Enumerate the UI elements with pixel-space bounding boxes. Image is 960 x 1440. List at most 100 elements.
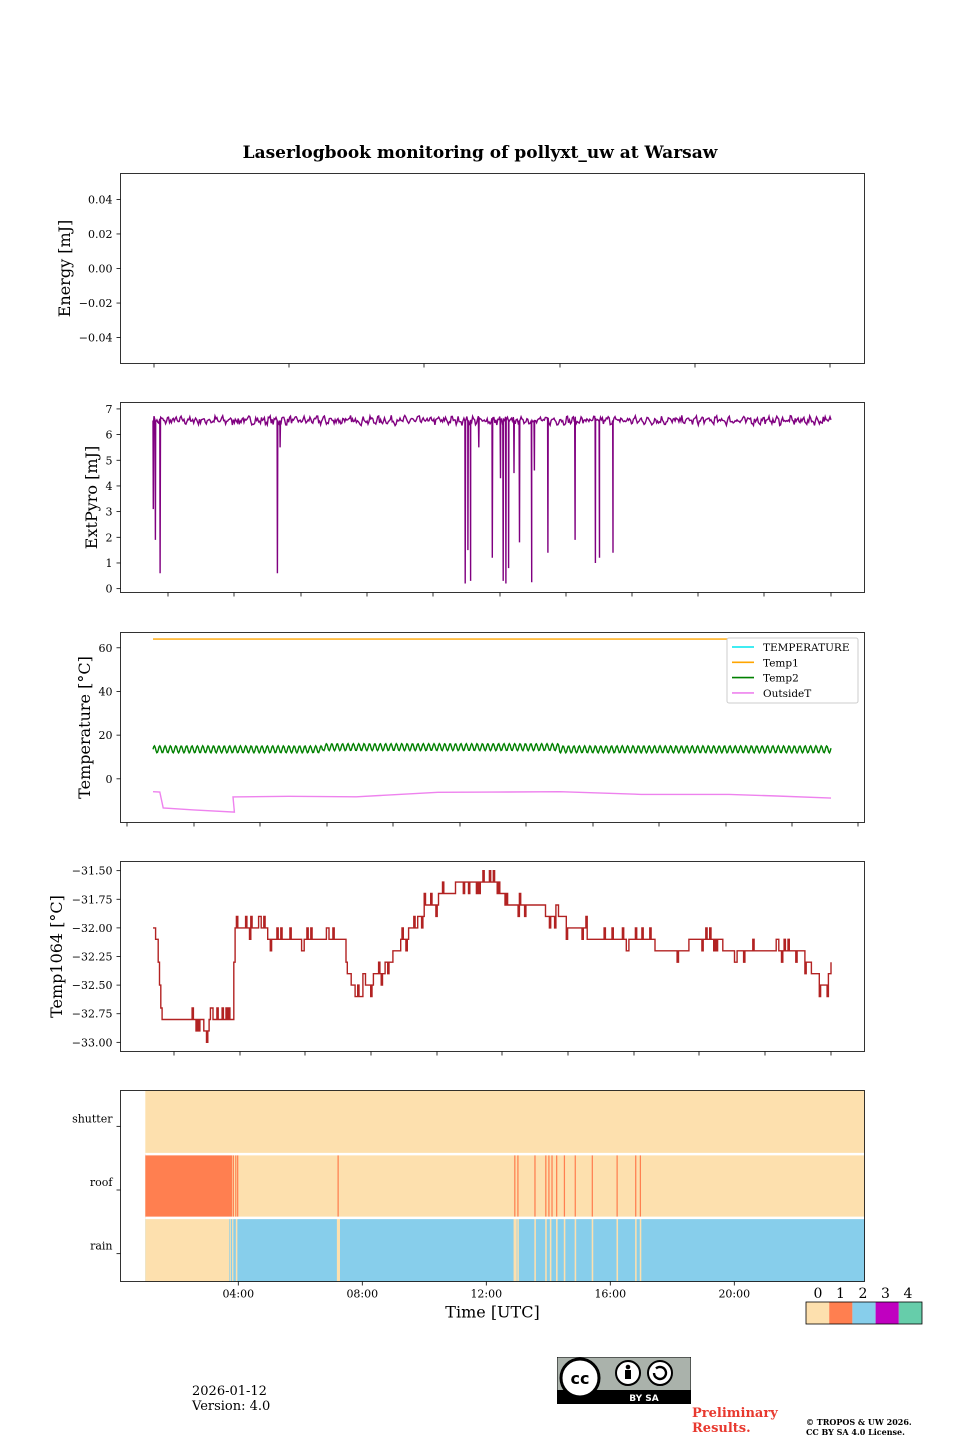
svg-text:cc: cc [571,1369,590,1388]
roof-interval [237,1154,239,1218]
rain-interval [574,1217,577,1282]
roof-interval [635,1154,637,1218]
rain-interval [556,1217,558,1282]
x-tick-label: 08:00 [346,1288,378,1301]
legend-temperature-label: TEMPERATURE [763,642,850,654]
roof-interval [545,1154,547,1218]
cc-license-badge: cc BY SA [557,1357,691,1404]
colorbar-cell-1 [829,1302,853,1324]
colorbar-label: 2 [859,1286,868,1302]
colorbar-frame [805,1301,923,1325]
rain-interval [534,1217,536,1282]
x-tick-label: 20:00 [718,1288,750,1301]
footer-date: 2026-01-12 [192,1384,267,1399]
rain-interval [235,1217,238,1282]
y-tick-label: −33.00 [72,1036,113,1049]
y-tick-label: 0 [106,773,113,786]
rain-interval [616,1217,619,1282]
colorbar-cell-2 [852,1302,876,1324]
x-tick-label: 12:00 [470,1288,502,1301]
y-tick-label: −0.04 [79,332,113,345]
cc-icon [559,1357,601,1399]
roof-interval [563,1154,566,1218]
rain-interval [229,1217,231,1282]
y-axis-label: Temp1064 [°C] [47,895,66,1018]
roof-interval [232,1154,234,1218]
y-tick-label: 4 [106,480,113,493]
axes-frame [120,1090,865,1282]
copyright-note: © TROPOS & UW 2026. CC BY SA 4.0 License… [806,1417,912,1437]
y-tick-label: 20 [99,729,113,742]
x-tick-label: 16:00 [594,1288,626,1301]
y-axis-label: ExtPyro [mJ] [82,446,101,549]
y-tick-label: −32.75 [72,1008,113,1021]
y-tick-label: −31.75 [72,893,113,906]
y-tick-label: 1 [106,557,113,570]
roof-interval [548,1154,550,1218]
legend-temp1-label: Temp1 [763,657,799,669]
colorbar-label: 4 [904,1286,913,1302]
y-axis-label: Temperature [°C] [75,656,94,799]
y-tick-label: −32.00 [72,922,113,935]
colorbar-label: 1 [836,1286,845,1302]
rain-interval [232,1217,234,1282]
extpyro-series-line [152,413,832,584]
rain-interval [145,1217,229,1282]
temperature-legend: TEMPERATURE Temp1 Temp2 OutsideT [726,637,859,704]
temp1064-panel: −33.00 −32.75 −32.50 −32.25 −32.00 −31.75 −31.… [47,861,865,1056]
roof-interval [574,1154,576,1218]
legend-temp2-label: Temp2 [763,673,799,685]
roof-interval [639,1154,641,1218]
status-row-shutter [145,1090,865,1155]
y-tick-label: −0.02 [79,297,113,310]
rain-interval [563,1217,566,1282]
y-tick-label: 40 [99,685,113,698]
rain-interval [513,1217,517,1282]
rain-interval [639,1217,642,1282]
roof-interval [551,1154,553,1218]
y-tick-label: 6 [106,429,113,442]
axes-frame [120,861,865,1052]
roof-interval [145,1154,233,1218]
y-tick-label: 2 [106,531,113,544]
y-tick-label: 7 [106,403,113,416]
rain-interval [336,1217,340,1282]
axes-frame [120,632,865,823]
y-tick-label: −32.25 [72,951,113,964]
axes-frame [120,402,865,593]
x-axis-label: Time [UTC] [445,1303,539,1322]
y-tick-label: 3 [106,506,113,519]
roof-interval [337,1154,339,1218]
temp1064-series-line [153,870,832,1043]
row-label-shutter: shutter [72,1112,113,1125]
roof-interval [616,1154,618,1218]
outside-series-line [152,790,832,813]
rain-interval [517,1217,519,1282]
roof-interval [591,1154,593,1218]
row-label-rain: rain [90,1240,112,1253]
colorbar-label: 0 [814,1286,823,1302]
y-tick-label: 0.02 [88,228,113,241]
roof-interval [534,1154,536,1218]
colorbar-cell-0 [806,1302,830,1324]
y-tick-label: 60 [99,642,113,655]
rain-interval [549,1217,552,1282]
y-tick-label: 0.04 [88,193,113,206]
roof-interval [517,1154,519,1218]
colorbar-cell-4 [898,1302,922,1324]
y-tick-label: 0 [106,583,113,596]
cc-label: BY SA [629,1394,659,1404]
legend-outside-label: OutsideT [763,688,811,700]
row-label-roof: roof [90,1176,114,1189]
y-tick-label: −31.50 [72,865,113,878]
roof-interval [556,1154,558,1218]
colorbar-label: 3 [881,1286,890,1302]
figure-title: Laserlogbook monitoring of pollyxt_uw at… [243,143,718,163]
footer-version: Version: 4.0 [192,1399,271,1414]
roof-interval [235,1154,237,1218]
rain-interval [635,1217,637,1282]
roof-interval [514,1154,516,1218]
axes-frame [120,173,865,364]
extpyro-panel: 0 1 2 3 4 5 6 7 ExtPyro [mJ] [82,402,865,597]
